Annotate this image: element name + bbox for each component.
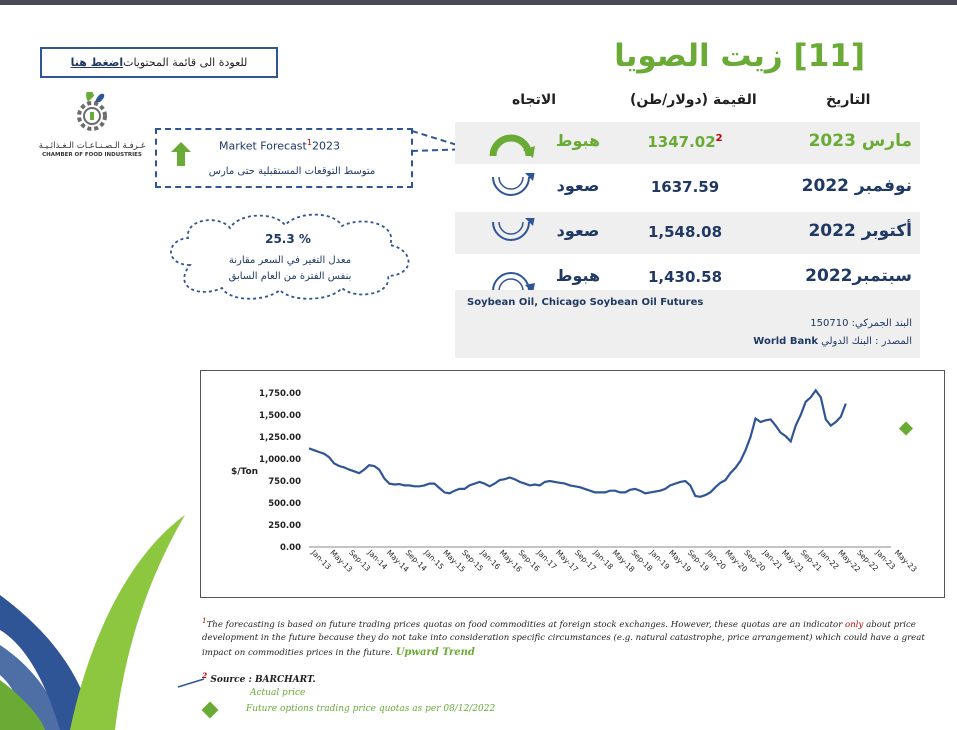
arrow-down-arc-icon bbox=[492, 272, 535, 293]
change-cloud-shape bbox=[170, 213, 410, 300]
y-tick-label: 250.00 bbox=[268, 521, 301, 531]
series-line-actual-price bbox=[308, 388, 847, 498]
source-box: Soybean Oil, Chicago Soybean Oil Futures… bbox=[455, 290, 920, 358]
y-tick-label: 1,750.00 bbox=[259, 389, 301, 399]
logo-arabic-text: غـرفـة الـصـنـاعـات الـغـذائـيـة bbox=[38, 141, 146, 151]
logo-english-text: CHAMBER OF FOOD INDUSTRIES bbox=[42, 152, 142, 158]
market-forecast-box: Market Forecast12023 متوسط التوقعات المس… bbox=[155, 128, 413, 188]
table-row: سبتمبر2022 1,430.58 هبوط bbox=[455, 257, 920, 299]
arrow-down-arc-icon bbox=[489, 134, 535, 158]
change-label-line2: بنفس الفترة من العام السابق bbox=[228, 271, 352, 282]
header-date: التاريخ bbox=[826, 92, 871, 108]
page-title: [11] زيت الصويا bbox=[614, 38, 865, 74]
legend-actual: Actual price bbox=[250, 688, 306, 698]
row-direction: هبوط bbox=[555, 131, 601, 150]
legend-future: Future options trading price quotas as p… bbox=[246, 704, 496, 714]
row-date: سبتمبر2022 bbox=[805, 266, 912, 286]
decorative-swoosh bbox=[0, 515, 185, 730]
row-value: 1637.59 bbox=[650, 178, 720, 196]
back-link-text: للعودة الى قائمة المحتويات bbox=[123, 56, 248, 69]
arrow-up-arc-icon bbox=[492, 218, 535, 241]
forecast-subtitle: متوسط التوقعات المستقبلية حتى مارس bbox=[208, 166, 376, 177]
x-tick-label: May-23 bbox=[893, 548, 919, 574]
hs-code: البند الجمركي: 150710 bbox=[810, 318, 912, 329]
row-date: نوفمبر 2022 bbox=[801, 176, 912, 196]
row-direction: صعود bbox=[556, 221, 600, 240]
commodity-name: Soybean Oil, Chicago Soybean Oil Futures bbox=[467, 297, 704, 308]
table-row: مارس 2023 1347.022 هبوط bbox=[455, 122, 920, 164]
back-to-contents-button[interactable]: للعودة الى قائمة المحتويات اضغط هنا bbox=[40, 47, 278, 78]
table-row: نوفمبر 2022 1637.59 صعود bbox=[455, 167, 920, 209]
y-tick-label: 1,250.00 bbox=[259, 433, 301, 443]
arrow-up-arc-icon bbox=[492, 173, 535, 196]
series-point-future bbox=[898, 421, 914, 436]
row-value: 1,548.08 bbox=[647, 223, 723, 241]
green-up-arrow-icon bbox=[171, 142, 191, 166]
click-here-link[interactable]: اضغط هنا bbox=[70, 56, 124, 69]
row-direction: صعود bbox=[556, 176, 600, 195]
header-direction: الاتجاه bbox=[512, 92, 557, 108]
change-percent: 25.3 % bbox=[265, 232, 311, 246]
y-tick-label: 500.00 bbox=[268, 499, 301, 509]
y-tick-label: 0.00 bbox=[280, 543, 301, 553]
table-row: أكتوبر 2022 1,548.08 صعود bbox=[455, 212, 920, 254]
header-value: القيمة (دولار/طن) bbox=[630, 92, 757, 108]
x-tick-label: Jan-13 bbox=[309, 547, 333, 571]
row-date: أكتوبر 2022 bbox=[808, 221, 912, 241]
row-value: 1,430.58 bbox=[647, 268, 723, 286]
forecast-title: Market Forecast12023 bbox=[219, 138, 340, 153]
top-bar bbox=[0, 0, 957, 5]
footnote: 1The forecasting is based on future trad… bbox=[202, 616, 925, 659]
y-tick-label: 1,000.00 bbox=[259, 455, 301, 465]
row-direction: هبوط bbox=[555, 266, 601, 285]
actual-price-legend-line bbox=[177, 678, 205, 688]
change-label-line1: معدل التغير في السعر مقارنة bbox=[228, 255, 352, 266]
price-table: مارس 2023 1347.022 هبوط نوفمبر 2022 1637… bbox=[455, 122, 920, 302]
row-date: مارس 2023 bbox=[808, 131, 912, 151]
upward-trend-label: Upward Trend bbox=[395, 647, 475, 659]
y-tick-label: 750.00 bbox=[268, 477, 301, 487]
chamber-logo bbox=[77, 92, 107, 131]
price-chart: 0.00 250.00 500.00 750.00 1,000.00 1,250.00 1,… bbox=[200, 370, 945, 598]
y-tick-label: 1,500.00 bbox=[259, 411, 301, 421]
source-barchart: 2 Source : BARCHART. bbox=[202, 671, 316, 685]
y-axis-label: $/Ton bbox=[231, 467, 258, 477]
future-diamond-legend-icon bbox=[201, 701, 219, 719]
data-provider: المصدر : البنك الدولي World Bank bbox=[753, 336, 912, 347]
row-value: 1347.022 bbox=[647, 133, 723, 151]
price-chart-svg: 0.00 250.00 500.00 750.00 1,000.00 1,250.00 1,… bbox=[231, 388, 919, 574]
